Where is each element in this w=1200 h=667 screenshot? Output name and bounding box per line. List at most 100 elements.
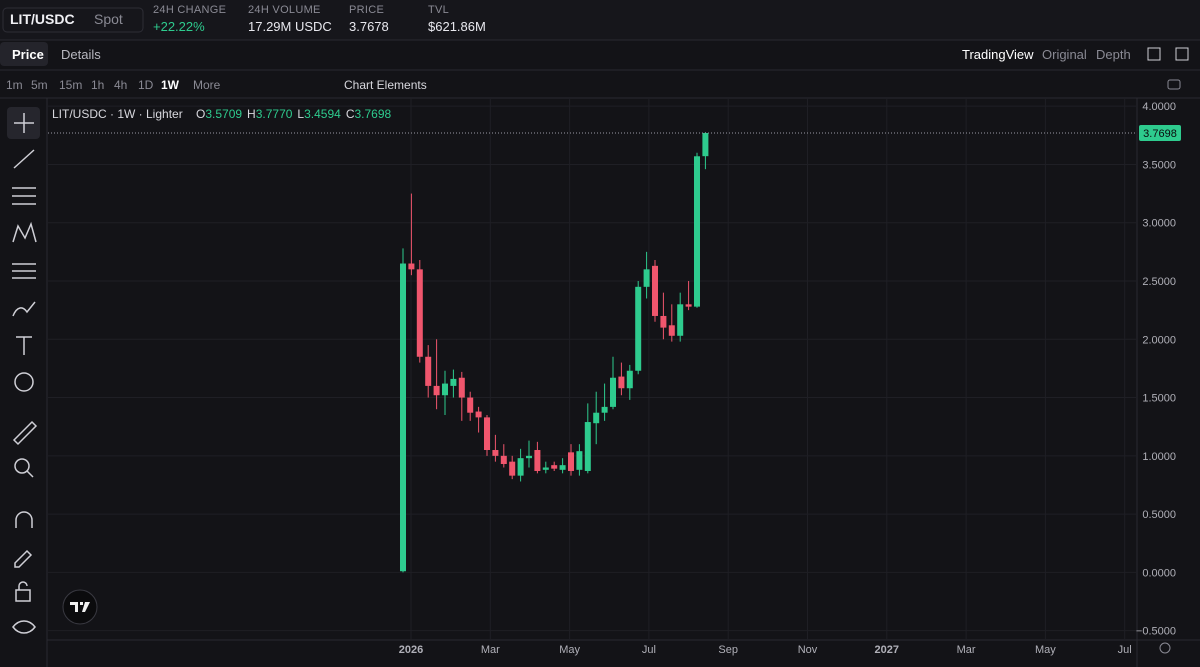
candle-body — [467, 397, 474, 413]
crosshair-tool[interactable] — [14, 113, 34, 133]
candle-body — [568, 452, 574, 471]
ohlc-value: 3.7698 — [354, 107, 392, 121]
x-tick-label: Mar — [481, 644, 500, 656]
candle-body — [400, 263, 406, 572]
stat-value: 17.29M USDC — [248, 19, 332, 34]
stat-value: $621.86M — [428, 19, 486, 34]
x-tick-label: Jul — [1118, 644, 1132, 656]
fullscreen-icon[interactable] — [1175, 47, 1189, 61]
candle-body — [551, 465, 558, 469]
tradingview-mark — [70, 602, 90, 612]
text-tool[interactable] — [16, 336, 32, 355]
snapshot-icon[interactable] — [1167, 79, 1181, 90]
symbol-box[interactable] — [2, 7, 144, 33]
candle-body — [475, 411, 482, 418]
x-tick-label: Jul — [642, 644, 656, 656]
candle-body — [652, 265, 658, 316]
edit-lock-tool[interactable] — [14, 549, 33, 568]
timeframe[interactable]: 4h — [114, 78, 128, 92]
y-tick-label: 1.0000 — [1142, 451, 1176, 463]
candle-body — [702, 132, 709, 157]
x-tick-label: Mar — [957, 644, 976, 656]
zoom-handle — [26, 470, 34, 478]
candle-body — [416, 269, 423, 357]
ohlc-value: 3.5709 — [205, 107, 243, 121]
ohlc-value: 3.7770 — [255, 107, 293, 121]
pattern-tool[interactable] — [12, 221, 37, 243]
candle-body — [500, 455, 507, 464]
y-tick-label: 0.0000 — [1142, 567, 1176, 579]
stat-value: 3.7678 — [349, 19, 389, 34]
timeframe[interactable]: 1h — [91, 78, 105, 92]
brush-tool[interactable] — [12, 301, 36, 317]
zoom-tool[interactable] — [14, 458, 30, 474]
candle-body — [601, 406, 608, 413]
candle-body — [643, 269, 650, 287]
candle-body — [458, 377, 465, 398]
ohlc-key: O — [196, 107, 206, 121]
candle-body — [694, 156, 700, 307]
y-tick-label: 2.0000 — [1142, 334, 1176, 346]
x-tick-label: May — [1035, 644, 1056, 656]
settings-icon[interactable] — [1159, 642, 1171, 654]
view-tab[interactable]: Original — [1042, 47, 1087, 62]
x-tick-label: 2027 — [875, 644, 899, 656]
candle-body — [677, 304, 684, 336]
candle-body — [660, 315, 667, 328]
plot: 2026 Mar May Jul Sep Nov 2027 Mar May Jul −0.5000 0… — [48, 98, 1181, 656]
magnet-tool[interactable] — [15, 511, 33, 528]
ruler-tool[interactable] — [12, 420, 38, 446]
drawing-toolbar — [7, 107, 40, 634]
symbol[interactable]: LIT/USDC — [10, 11, 75, 27]
candle-body — [526, 455, 532, 459]
x-tick-label: Nov — [798, 644, 818, 656]
timeframe[interactable]: 1m — [6, 78, 23, 92]
chart-elements[interactable]: Chart Elements — [344, 78, 427, 92]
timeframe[interactable]: 5m — [31, 78, 48, 92]
candle-body — [610, 377, 616, 407]
market-type[interactable]: Spot — [94, 11, 123, 27]
tab[interactable]: Price — [12, 47, 44, 62]
view-tab[interactable]: Depth — [1096, 47, 1131, 62]
fib-tool[interactable] — [12, 187, 36, 205]
stat-label: TVL — [428, 4, 450, 16]
timeframe-more[interactable]: More — [193, 78, 221, 92]
y-tick-label: −0.5000 — [1136, 626, 1176, 638]
candle-body — [635, 286, 642, 371]
stat-label: PRICE — [349, 4, 385, 16]
y-tick-label: 2.5000 — [1142, 276, 1176, 288]
candle-body — [442, 383, 448, 396]
candle-body — [685, 304, 692, 307]
y-tick-label: 0.5000 — [1142, 509, 1176, 521]
layout-icon[interactable] — [1147, 47, 1161, 61]
ohlc-legend: O3.5709 H3.7770 L3.4594 C3.7698 — [196, 107, 391, 121]
projection-tool[interactable] — [12, 263, 36, 279]
timeframe[interactable]: 1D — [138, 78, 154, 92]
candle-body — [584, 422, 591, 471]
view-tab[interactable]: TradingView — [962, 47, 1034, 62]
x-tick-label: Sep — [718, 644, 738, 656]
candle-body — [534, 450, 541, 471]
candle-body — [559, 465, 566, 470]
lock-tool[interactable] — [15, 589, 31, 602]
candle-body — [517, 458, 524, 476]
candle-body — [509, 461, 516, 476]
visibility-tool[interactable] — [12, 620, 36, 634]
stat-label: 24H VOLUME — [248, 4, 321, 16]
legend-title: LIT/USDC · 1W · Lighter — [52, 107, 183, 121]
tradingview-logo[interactable] — [62, 589, 98, 625]
x-tick-label: May — [559, 644, 580, 656]
active-tab-bg — [0, 42, 48, 66]
ohlc-key: H — [247, 107, 256, 121]
candle-body — [618, 376, 625, 389]
tab[interactable]: Details — [61, 47, 101, 62]
candle-body — [492, 450, 499, 456]
top-bar — [0, 0, 1200, 40]
timeframe[interactable]: 1W — [161, 78, 179, 92]
candle-body — [433, 385, 440, 396]
timeframe[interactable]: 15m — [59, 78, 83, 92]
emoji-tool[interactable] — [14, 372, 34, 392]
line-tool[interactable] — [13, 149, 35, 169]
